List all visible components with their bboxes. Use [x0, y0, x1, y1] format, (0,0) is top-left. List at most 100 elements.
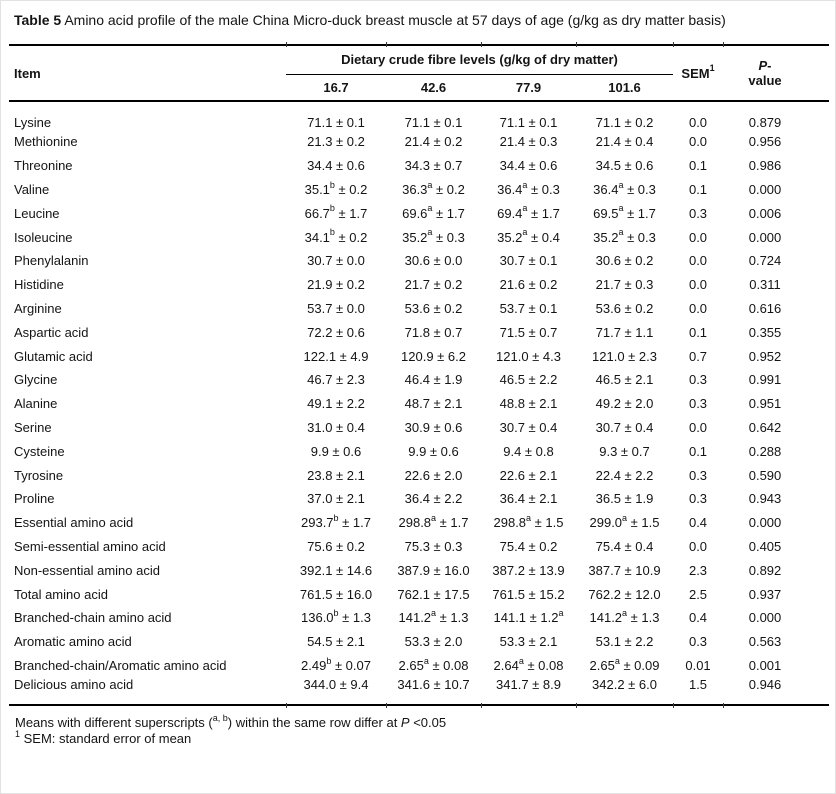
- item-cell: Glycine: [14, 372, 58, 388]
- value-cell-101-6: 71.7 ± 1.1: [595, 324, 654, 340]
- value-cell-101-6: 762.2 ± 12.0: [588, 586, 661, 602]
- table-row: Arginine 53.7 ± 0.0 53.6 ± 0.2 53.7 ± 0.1 53…: [9, 297, 829, 321]
- sem-cell: 0.4: [688, 610, 708, 626]
- value-cell-16-7: 49.1 ± 2.2: [307, 396, 365, 412]
- table-row: Aspartic acid 72.2 ± 0.6 71.8 ± 0.7 71.5 ± …: [9, 320, 829, 344]
- value-cell-101-6: 299.0a ± 1.5: [589, 512, 660, 531]
- value-cell-16-7: 31.0 ± 0.4: [307, 419, 365, 435]
- footnote-significance-superscript: a, b: [212, 713, 228, 723]
- rule-tick: [576, 703, 577, 709]
- pvalue-italic-p: P: [758, 58, 768, 73]
- rule-tick: [723, 42, 724, 47]
- rule-tick: [673, 42, 674, 47]
- value-cell-77-9: 21.6 ± 0.2: [499, 277, 558, 293]
- pvalue-cell: 0.288: [748, 443, 782, 459]
- item-cell: Aspartic acid: [14, 324, 89, 340]
- sem-cell: 0.0: [688, 419, 708, 435]
- value-cell-101-6: 121.0 ± 2.3: [592, 348, 657, 364]
- value-cell-77-9: 121.0 ± 4.3: [496, 348, 561, 364]
- value-cell-101-6: 387.7 ± 10.9: [588, 562, 661, 578]
- item-cell: Essential amino acid: [14, 515, 134, 531]
- col-header-level-101-6: 101.6: [576, 74, 674, 102]
- sem-cell: 0.3: [688, 467, 708, 483]
- pvalue-cell: 0.563: [748, 634, 782, 650]
- table-row: Non-essential amino acid 392.1 ± 14.6 387.…: [9, 558, 829, 582]
- item-cell: Delicious amino acid: [14, 677, 134, 693]
- sem-cell: 0.01: [685, 657, 711, 673]
- table-row: Lysine 71.1 ± 0.1 71.1 ± 0.1 71.1 ± 0.1 71.1…: [9, 101, 829, 130]
- pvalue-cell: 0.946: [748, 677, 782, 693]
- value-cell-101-6: 36.5 ± 1.9: [595, 491, 654, 507]
- col-header-item: Item: [9, 45, 286, 102]
- value-cell-42-6: 762.1 ± 17.5: [397, 586, 470, 602]
- value-cell-77-9: 36.4 ± 2.1: [499, 491, 558, 507]
- value-cell-16-7: 54.5 ± 2.1: [307, 634, 365, 650]
- value-cell-77-9: 53.7 ± 0.1: [499, 300, 558, 316]
- item-cell: Serine: [14, 419, 52, 435]
- value-cell-16-7: 30.7 ± 0.0: [307, 253, 365, 269]
- value-cell-16-7: 344.0 ± 9.4: [303, 677, 369, 693]
- rule-tick: [576, 42, 577, 47]
- sem-cell: 0.1: [688, 443, 708, 459]
- value-cell-77-9: 71.1 ± 0.1: [499, 115, 558, 130]
- table-row: Serine 31.0 ± 0.4 30.9 ± 0.6 30.7 ± 0.4 30.7…: [9, 416, 829, 440]
- value-cell-77-9: 2.64a ± 0.08: [493, 655, 564, 673]
- value-cell-16-7: 34.4 ± 0.6: [307, 158, 365, 174]
- pvalue-cell: 0.616: [748, 300, 782, 316]
- item-cell: Cysteine: [14, 443, 65, 459]
- value-cell-77-9: 298.8a ± 1.5: [493, 512, 564, 531]
- rule-tick: [386, 42, 387, 47]
- pvalue-hyphen: -: [767, 58, 772, 73]
- sem-cell: 0.0: [688, 253, 708, 269]
- pvalue-cell: 0.000: [748, 610, 782, 626]
- sem-cell: 0.1: [688, 324, 708, 340]
- pvalue-cell: 0.006: [748, 205, 782, 221]
- table-row: Branched-chain/Aromatic amino acid 2.49b …: [9, 654, 829, 678]
- pvalue-cell: 0.892: [748, 562, 782, 578]
- rule-tick: [481, 42, 482, 47]
- value-cell-77-9: 34.4 ± 0.6: [499, 158, 558, 174]
- value-cell-101-6: 35.2a ± 0.3: [593, 227, 656, 245]
- value-cell-42-6: 35.2a ± 0.3: [402, 227, 465, 245]
- value-cell-42-6: 30.6 ± 0.0: [404, 253, 463, 269]
- item-cell: Branched-chain/Aromatic amino acid: [14, 657, 227, 673]
- value-cell-42-6: 298.8a ± 1.7: [398, 512, 469, 531]
- value-cell-16-7: 293.7b ± 1.7: [301, 512, 371, 531]
- table-row: Phenylalanin 30.7 ± 0.0 30.6 ± 0.0 30.7 ± 0…: [9, 249, 829, 273]
- sem-cell: 1.5: [688, 677, 708, 693]
- sem-cell: 0.0: [688, 115, 708, 130]
- item-cell: Histidine: [14, 277, 64, 293]
- value-cell-42-6: 21.4 ± 0.2: [404, 134, 463, 150]
- value-cell-77-9: 53.3 ± 2.1: [499, 634, 558, 650]
- value-cell-77-9: 9.4 ± 0.8: [503, 443, 554, 459]
- value-cell-101-6: 53.6 ± 0.2: [595, 300, 654, 316]
- table-row: Methionine 21.3 ± 0.2 21.4 ± 0.2 21.4 ± 0.3…: [9, 130, 829, 154]
- pvalue-cell: 0.000: [748, 515, 782, 531]
- value-cell-42-6: 387.9 ± 16.0: [397, 562, 470, 578]
- item-cell: Arginine: [14, 300, 62, 316]
- value-cell-16-7: 122.1 ± 4.9: [303, 348, 369, 364]
- pvalue-cell: 0.590: [748, 467, 782, 483]
- pvalue-cell: 0.879: [748, 115, 782, 130]
- table-caption-text: Amino acid profile of the male China Mic…: [61, 12, 726, 28]
- rule-tick: [286, 703, 287, 709]
- value-cell-101-6: 53.1 ± 2.2: [595, 634, 654, 650]
- value-cell-101-6: 342.2 ± 6.0: [592, 677, 657, 693]
- value-cell-101-6: 141.2a ± 1.3: [589, 608, 660, 626]
- item-cell: Threonine: [14, 158, 73, 174]
- value-cell-16-7: 23.8 ± 2.1: [307, 467, 365, 483]
- pvalue-cell: 0.000: [748, 229, 782, 245]
- table-row: Isoleucine 34.1b ± 0.2 35.2a ± 0.3 35.2a ± …: [9, 225, 829, 249]
- value-cell-101-6: 21.7 ± 0.3: [595, 277, 654, 293]
- sem-cell: 0.3: [688, 372, 708, 388]
- value-cell-77-9: 48.8 ± 2.1: [499, 396, 558, 412]
- pvalue-cell: 0.951: [748, 396, 782, 412]
- value-cell-77-9: 35.2a ± 0.4: [497, 227, 560, 245]
- footnote-significance-post: <0.05: [409, 715, 447, 731]
- pvalue-cell: 0.956: [748, 134, 782, 150]
- rule-tick: [286, 42, 287, 47]
- value-cell-42-6: 75.3 ± 0.3: [404, 538, 463, 554]
- sem-cell: 0.0: [688, 134, 708, 150]
- sem-cell: 0.0: [688, 277, 708, 293]
- item-cell: Glutamic acid: [14, 348, 93, 364]
